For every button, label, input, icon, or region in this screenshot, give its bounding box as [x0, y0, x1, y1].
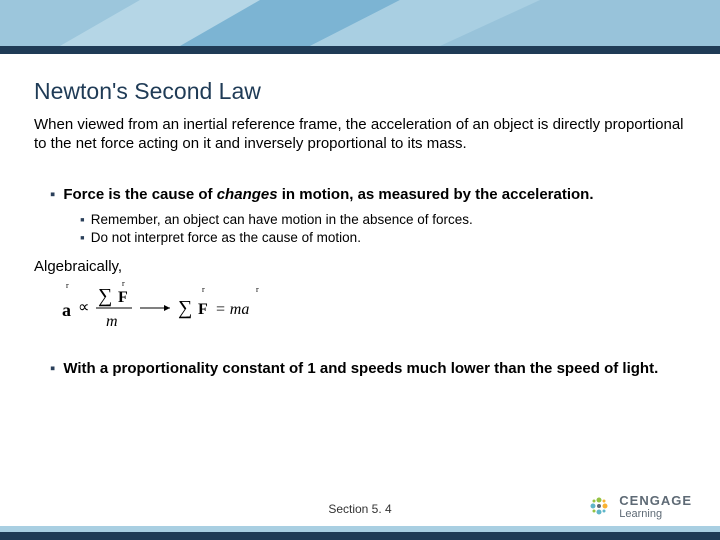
- eq-r3: r: [202, 285, 205, 294]
- slide: Newton's Second Law When viewed from an …: [0, 0, 720, 540]
- logo-text: CENGAGE Learning: [619, 493, 692, 520]
- eq-r4: r: [256, 285, 259, 294]
- bullet-proportionality: ▪ With a proportionality constant of 1 an…: [50, 360, 686, 377]
- eq-r2: r: [122, 279, 125, 288]
- eq-r1: r: [66, 281, 69, 290]
- eq-a: a: [62, 300, 71, 320]
- equation: r a ∝ ∑ r F m ∑ r F = ma r: [60, 278, 280, 333]
- slide-title: Newton's Second Law: [34, 78, 261, 105]
- cengage-logo: CENGAGE Learning: [585, 492, 692, 520]
- bullet-square-icon: ▪: [80, 212, 85, 227]
- logo-bottom: Learning: [619, 508, 692, 520]
- header-pattern: [0, 0, 720, 60]
- bullet-square-icon: ▪: [50, 360, 55, 377]
- sub-bullet-remember: ▪ Remember, an object can have motion in …: [80, 212, 686, 227]
- eq-F2: F: [198, 301, 208, 318]
- eq-prop: ∝: [78, 299, 89, 316]
- bullet-square-icon: ▪: [50, 186, 55, 203]
- intro-paragraph: When viewed from an inertial reference f…: [34, 116, 686, 154]
- bullet3-text: With a proportionality constant of 1 and…: [63, 360, 658, 377]
- bullet1-italic: changes: [217, 186, 278, 203]
- header-band: [0, 0, 720, 60]
- logo-starburst-icon: [585, 492, 613, 520]
- eq-sum1: ∑: [98, 285, 112, 307]
- eq-sum2: ∑: [178, 297, 192, 319]
- bullet-force-changes: ▪ Force is the cause of changes in motion…: [50, 186, 686, 203]
- bullet-square-icon: ▪: [80, 230, 85, 245]
- sub1-text: Remember, an object can have motion in t…: [91, 212, 473, 227]
- sub-bullet-interpret: ▪ Do not interpret force as the cause of …: [80, 230, 686, 245]
- bullet1-suffix: in motion, as measured by the accelerati…: [278, 186, 594, 203]
- bullet1-prefix: Force is the cause of: [63, 186, 216, 203]
- eq-F1: F: [118, 289, 128, 306]
- sub2-text: Do not interpret force as the cause of m…: [91, 230, 361, 245]
- eq-m: m: [106, 313, 118, 330]
- algebraically-label: Algebraically,: [34, 258, 686, 277]
- logo-top: CENGAGE: [619, 493, 692, 508]
- eq-rhs: = ma: [215, 301, 249, 318]
